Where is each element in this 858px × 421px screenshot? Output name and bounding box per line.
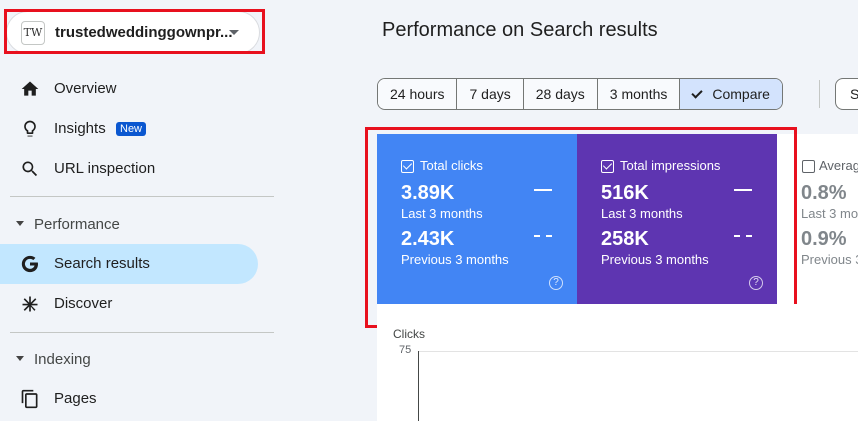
metric-title: Total clicks xyxy=(420,158,483,173)
dropdown-caret-icon xyxy=(229,30,239,35)
metric-current-period: Last 3 months xyxy=(401,206,483,221)
chart-gridline xyxy=(418,351,858,352)
metric-current-period: Last 3 months xyxy=(801,206,858,221)
sidebar-item-search-results[interactable]: Search results xyxy=(0,244,258,284)
metric-previous-value: 258K xyxy=(601,228,649,250)
property-selector[interactable]: TW trustedweddinggownpr... xyxy=(6,11,260,54)
metric-card-total-clicks[interactable]: Total clicks 3.89K Last 3 months 2.43K P… xyxy=(377,134,577,304)
chart-y-axis-label: Clicks xyxy=(393,327,425,341)
metric-title: Total impressions xyxy=(620,158,721,173)
lightbulb-icon xyxy=(24,120,36,137)
section-label: Indexing xyxy=(34,351,91,368)
metric-previous-period: Previous 3 months xyxy=(601,252,709,267)
sidebar-item-overview[interactable]: Overview xyxy=(0,69,258,109)
chip-28-days[interactable]: 28 days xyxy=(523,79,598,109)
section-performance[interactable]: Performance xyxy=(0,206,258,242)
checkbox-unchecked-icon[interactable] xyxy=(802,160,815,173)
sidebar-item-discover[interactable]: Discover xyxy=(0,284,258,324)
search-type-chip[interactable]: S xyxy=(835,78,858,110)
metric-previous-value: 2.43K xyxy=(401,228,455,250)
metric-previous-period: Previous 3 months xyxy=(801,252,858,267)
check-icon xyxy=(691,87,704,99)
property-logo: TW xyxy=(21,21,45,45)
section-label: Performance xyxy=(34,216,120,233)
chart-y-tick: 75 xyxy=(399,344,412,356)
pages-icon xyxy=(21,389,38,409)
metric-card-total-impressions[interactable]: Total impressions 516K Last 3 months 258… xyxy=(577,134,777,304)
google-g-icon xyxy=(21,255,38,273)
search-icon xyxy=(22,161,38,177)
toolbar-divider xyxy=(819,80,820,108)
chip-compare[interactable]: Compare xyxy=(680,79,782,109)
metric-current-value: 516K xyxy=(601,182,649,204)
sidebar-item-url-inspection[interactable]: URL inspection xyxy=(0,149,258,189)
metric-current-value: 0.8% xyxy=(801,182,847,204)
sidebar-item-label: Insights xyxy=(54,120,106,137)
date-range-chips: 24 hours 7 days 28 days 3 months Compare xyxy=(377,78,783,110)
asterisk-icon xyxy=(22,296,38,312)
checkbox-checked-icon[interactable] xyxy=(601,160,614,173)
metric-current-value: 3.89K xyxy=(401,182,455,204)
new-badge: New xyxy=(116,122,147,136)
sidebar-item-label: Search results xyxy=(54,255,150,272)
metric-card-average-ctr[interactable]: Average CTR 0.8% Last 3 months 0.9% Prev… xyxy=(777,134,858,304)
property-name: trustedweddinggownpr... xyxy=(55,24,233,41)
solid-line-legend-icon xyxy=(534,189,552,191)
help-icon[interactable]: ? xyxy=(549,276,563,290)
chip-compare-label: Compare xyxy=(712,86,770,102)
chart-y-axis xyxy=(418,351,419,421)
metric-current-period: Last 3 months xyxy=(601,206,683,221)
sidebar-divider xyxy=(10,196,274,197)
dashed-line-legend-icon xyxy=(534,235,552,237)
dashed-line-legend-icon xyxy=(734,235,752,237)
performance-chart xyxy=(377,304,858,421)
home-icon xyxy=(21,81,39,96)
sidebar-item-pages[interactable]: Pages xyxy=(0,379,258,419)
section-indexing[interactable]: Indexing xyxy=(0,341,258,377)
sidebar-item-label: Pages xyxy=(54,390,97,407)
sidebar: TW trustedweddinggownpr... Overview Insi… xyxy=(0,0,274,421)
metric-previous-period: Previous 3 months xyxy=(401,252,509,267)
metric-title: Average CTR xyxy=(819,158,858,173)
sidebar-item-label: Overview xyxy=(54,80,117,97)
sidebar-divider xyxy=(10,332,274,333)
help-icon[interactable]: ? xyxy=(749,276,763,290)
sidebar-item-label: URL inspection xyxy=(54,160,156,177)
page-title: Performance on Search results xyxy=(382,19,658,41)
sidebar-item-label: Discover xyxy=(54,295,113,312)
metric-previous-value: 0.9% xyxy=(801,228,847,250)
expand-triangle-icon xyxy=(16,356,24,361)
checkbox-checked-icon[interactable] xyxy=(401,160,414,173)
sidebar-item-insights[interactable]: Insights New xyxy=(0,109,258,149)
chip-24-hours[interactable]: 24 hours xyxy=(378,79,458,109)
solid-line-legend-icon xyxy=(734,189,752,191)
expand-triangle-icon xyxy=(16,221,24,226)
chip-7-days[interactable]: 7 days xyxy=(457,79,524,109)
chip-3-months[interactable]: 3 months xyxy=(597,79,681,109)
